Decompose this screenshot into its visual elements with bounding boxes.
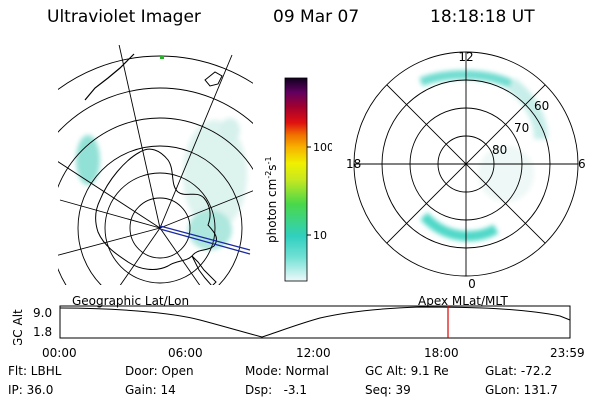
altitude-timeline: GC Alt 9.0 1.8 (11, 305, 571, 345)
seq-readout: Seq: 39 (365, 383, 411, 397)
colorbar-tick-10: 10 (313, 229, 327, 242)
polar-aurora-emission (419, 70, 548, 242)
colorbar-unit-label: photon cm-2s-1 (264, 156, 279, 243)
filter-readout: Flt: LBHL (8, 364, 62, 378)
lat-label-70: 70 (514, 121, 529, 135)
dsp-readout: Dsp: -3.1 (245, 383, 308, 397)
timeline-left-title: Geographic Lat/Lon (72, 294, 190, 308)
timeline-frame (59, 305, 571, 339)
door-readout: Door: Open (125, 364, 194, 378)
mlt-label-12: 12 (458, 50, 473, 64)
ip-readout: IP: 36.0 (8, 383, 54, 397)
mode-readout: Mode: Normal (245, 364, 329, 378)
timeline-xtick-00: 00:00 (42, 346, 77, 360)
timeline-xtick-12: 12:00 (296, 346, 331, 360)
timeline-ytick-9: 9.0 (33, 306, 52, 320)
mlt-label-0: 0 (468, 277, 476, 291)
colorbar: 100 10 photon cm-2s-1 (264, 77, 332, 282)
polar-mlt-plot: 12 0 18 6 60 70 80 (346, 50, 586, 291)
geographic-map (58, 45, 253, 285)
satellite-track (159, 225, 251, 255)
timeline-axis-label: GC Alt (11, 309, 25, 345)
colorbar-tick-100: 100 (313, 141, 332, 154)
timeline-right-title: Apex MLat/MLT (418, 294, 508, 308)
timeline-xtick-18: 18:00 (424, 346, 459, 360)
glon-readout: GLon: 131.7 (485, 383, 558, 397)
antarctica-coastline (95, 148, 217, 270)
timeline-xtick-2359: 23:59 (550, 346, 585, 360)
gc-alt-readout: GC Alt: 9.1 Re (365, 364, 449, 378)
geo-meridians (58, 45, 253, 285)
continent-fragment (204, 71, 223, 87)
timeline-ytick-1-8: 1.8 (33, 325, 52, 339)
antarctic-peninsula (191, 255, 217, 285)
polar-mlt-meridians (354, 52, 578, 276)
timeline-xtick-06: 06:00 (168, 346, 203, 360)
date-label: 09 Mar 07 (273, 7, 360, 27)
mlt-label-6: 6 (578, 157, 586, 171)
gain-readout: Gain: 14 (125, 383, 176, 397)
continent-fragment (84, 53, 135, 101)
app-title: Ultraviolet Imager (47, 7, 201, 27)
colorbar-gradient (284, 77, 308, 282)
time-label: 18:18:18 UT (430, 7, 535, 27)
altitude-curve (59, 306, 571, 338)
lat-label-60: 60 (534, 99, 549, 113)
lat-label-80: 80 (492, 143, 507, 157)
mlt-label-18: 18 (346, 157, 361, 171)
glat-readout: GLat: -72.2 (485, 364, 552, 378)
